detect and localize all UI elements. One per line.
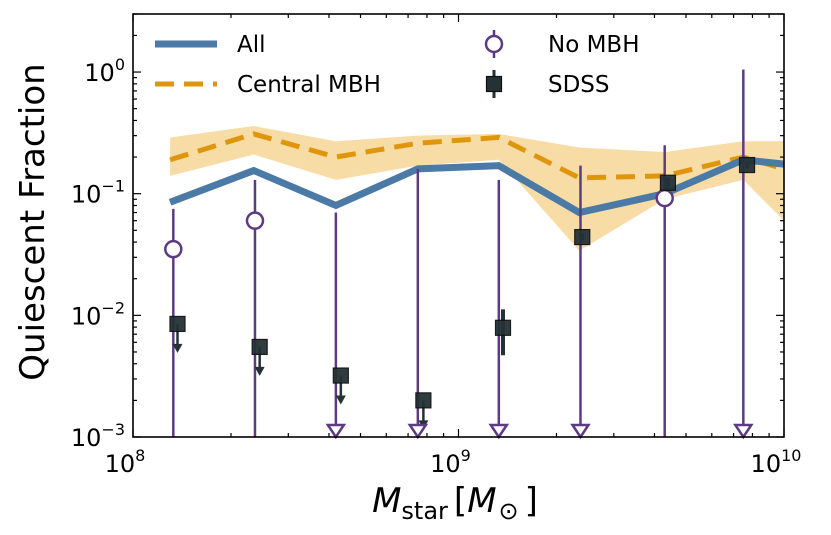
x-tick-label-0: 108 bbox=[105, 446, 146, 478]
no-mbh-upper-limit-marker-4 bbox=[488, 423, 510, 440]
x-axis-label-subscript: star bbox=[401, 497, 448, 525]
errorbars-layer bbox=[172, 69, 750, 437]
no-mbh-marker-1 bbox=[245, 211, 265, 230]
sdss-marker-6 bbox=[659, 174, 677, 191]
legend-label-all: All bbox=[237, 32, 266, 58]
sdss-marker-7 bbox=[738, 156, 756, 174]
legend-label-central: Central MBH bbox=[237, 72, 381, 98]
sdss-marker-5 bbox=[574, 228, 591, 246]
band-layer bbox=[170, 126, 784, 251]
legend: All Central MBH No MBH SDSS bbox=[155, 30, 640, 98]
sdss-limit-arrowhead-2 bbox=[335, 395, 346, 405]
legend-entry-sdss: SDSS bbox=[485, 70, 610, 98]
y-tick-label-3: 100 bbox=[84, 55, 125, 87]
sdss-marker-1 bbox=[251, 338, 268, 356]
central-mbh-band bbox=[170, 126, 784, 251]
no-mbh-upper-limit-marker-2 bbox=[325, 423, 347, 440]
y-axis-label: Quiescent Fraction bbox=[13, 63, 53, 380]
sdss-limit-arrowhead-0 bbox=[172, 343, 183, 353]
no-mbh-upper-limit-marker-3 bbox=[407, 423, 429, 440]
legend-entry-all: All bbox=[155, 32, 266, 58]
no-mbh-marker-0 bbox=[164, 239, 183, 259]
x-axis-label-unit-subscript: ⊙ bbox=[499, 497, 519, 525]
sdss-limit-arrowhead-1 bbox=[254, 366, 265, 376]
lines-layer bbox=[168, 131, 785, 217]
x-axis-label: Mstar [M⊙] bbox=[372, 481, 538, 525]
central-mbh-line bbox=[169, 131, 785, 181]
no-mbh-upper-limit-marker-5 bbox=[570, 423, 591, 440]
no-mbh-upper-limit-marker-7 bbox=[732, 423, 754, 440]
sdss-marker-3 bbox=[415, 392, 432, 409]
legend-swatch-no-mbh bbox=[484, 34, 504, 54]
sdss-marker-0 bbox=[169, 315, 186, 333]
x-axis-label-close-bracket: ] bbox=[525, 481, 538, 521]
x-axis-label-symbol: M bbox=[372, 481, 401, 521]
y-tick-label-1: 10−2 bbox=[71, 298, 125, 330]
x-tick-label-1: 109 bbox=[430, 446, 471, 478]
y-tick-label-2: 10−1 bbox=[71, 177, 125, 209]
markers-layer bbox=[164, 156, 756, 440]
y-tick-label-0: 10−3 bbox=[71, 420, 125, 452]
legend-label-sdss: SDSS bbox=[548, 72, 610, 98]
plot-frame bbox=[132, 13, 785, 438]
x-axis-label-open-bracket: [ bbox=[454, 481, 467, 521]
sdss-marker-4 bbox=[494, 319, 512, 336]
legend-entry-nombh: No MBH bbox=[484, 30, 640, 58]
axes-layer: 108 109 1010 10−3 10−2 10−1 100 bbox=[71, 13, 802, 478]
legend-entry-central: Central MBH bbox=[155, 72, 381, 98]
no-mbh-marker-6 bbox=[655, 188, 674, 208]
legend-swatch-sdss bbox=[485, 75, 503, 93]
all-line bbox=[168, 156, 785, 217]
legend-label-nombh: No MBH bbox=[548, 32, 640, 58]
x-axis-label-unit: M bbox=[467, 481, 496, 521]
x-tick-label-2: 1010 bbox=[751, 446, 802, 478]
sdss-marker-2 bbox=[332, 367, 349, 384]
